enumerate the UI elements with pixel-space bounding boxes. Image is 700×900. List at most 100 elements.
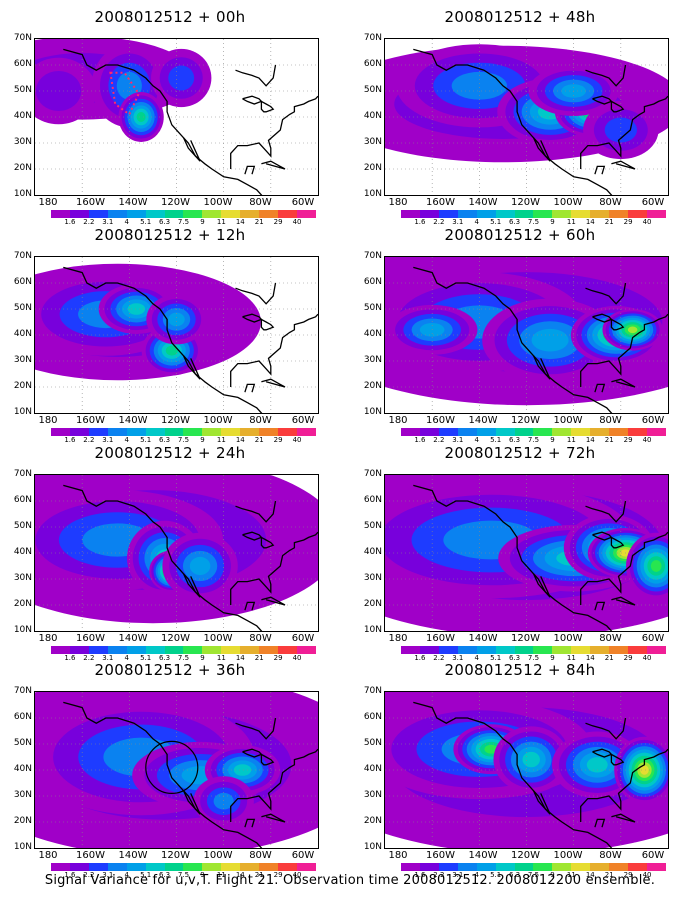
colorbar-swatch (107, 863, 127, 871)
colorbar-value: 3.1 (452, 436, 464, 444)
lon-tick-label: 140W (468, 415, 498, 426)
lon-tick-label: 120W (161, 197, 190, 208)
coastline (594, 383, 606, 393)
variance-contour (627, 326, 638, 334)
colorbar-swatch (107, 210, 127, 218)
colorbar-swatch (240, 428, 260, 436)
lon-tick-label: 140W (118, 633, 148, 644)
lon-tick-label: 80W (599, 633, 622, 644)
colorbar-value: 3.1 (452, 871, 464, 879)
colorbar-value: 5.1 (140, 654, 152, 662)
colorbar-value: 2.2 (83, 654, 95, 662)
colorbar-swatch (646, 428, 666, 436)
lat-tick-label: 70N (13, 33, 32, 43)
lon-tick-label: 100W (203, 197, 233, 208)
colorbar-value: 4 (124, 218, 129, 226)
coastline (580, 313, 668, 387)
colorbar-value: 6.3 (158, 871, 171, 879)
lon-tick-label: 80W (249, 197, 272, 208)
panel-title: 2008012512 + 84h (444, 661, 596, 679)
coastline (260, 753, 275, 766)
colorbar-swatch (552, 863, 572, 871)
colorbar-value: 6.3 (158, 218, 171, 226)
lat-tick-label: 40N (13, 329, 32, 339)
colorbar-value: 7.5 (527, 871, 540, 879)
colorbar-swatch (88, 210, 108, 218)
coastline (533, 573, 551, 598)
lat-tick-label: 30N (13, 137, 32, 147)
colorbar-value: 4 (124, 436, 129, 444)
colorbar-swatch (145, 428, 165, 436)
colorbar-value: 11 (566, 654, 576, 662)
lon-tick-label: 120W (511, 197, 540, 208)
variance-contour (116, 71, 142, 100)
colorbar-swatch (495, 863, 515, 871)
colorbar-swatch (221, 428, 241, 436)
lon-tick-label: 160W (76, 850, 105, 861)
colorbar-swatch (609, 646, 629, 654)
lon-tick-label: 140W (468, 850, 498, 861)
colorbar-swatch (552, 646, 572, 654)
colorbar-swatch (590, 210, 610, 218)
colorbar-value: 14 (585, 871, 595, 879)
colorbar-value: 7.5 (177, 218, 190, 226)
colorbar-swatch (609, 428, 629, 436)
map-panel: 2008012512 + 12h 70N 60N 50N 40N 30N 20N 10N 180… (0, 226, 340, 444)
coastline (261, 160, 286, 170)
colorbar-swatch (438, 863, 458, 871)
colorbar-value: 2.2 (83, 436, 95, 444)
colorbar-value: 1.6 (64, 436, 76, 444)
lat-tick-label: 10N (13, 842, 32, 852)
colorbar-value: 14 (235, 871, 245, 879)
coastline (244, 818, 256, 828)
lat-tick-label: 20N (13, 163, 32, 173)
colorbar-value: 29 (273, 218, 283, 226)
colorbar-value: 5.1 (490, 871, 502, 879)
lat-tick-label: 30N (363, 790, 382, 800)
colorbar-value: 7.5 (177, 436, 190, 444)
colorbar-value: 2.2 (83, 871, 95, 879)
colorbar-value: 6.3 (508, 436, 521, 444)
colorbar-value: 2.2 (433, 654, 445, 662)
colorbar-value: 14 (585, 218, 595, 226)
colorbar-swatch (401, 863, 420, 871)
panel-title: 2008012512 + 48h (444, 8, 596, 26)
lon-tick-label: 120W (511, 850, 540, 861)
coastline (260, 536, 275, 549)
colorbar-swatch (628, 428, 647, 436)
lat-tick-label: 60N (13, 495, 32, 505)
colorbar-swatch (590, 428, 610, 436)
lat-tick-label: 30N (363, 355, 382, 365)
variance-contour (213, 792, 234, 810)
lat-tick-label: 20N (363, 381, 382, 391)
colorbar-swatch (571, 210, 591, 218)
lon-tick-label: 80W (249, 415, 272, 426)
colorbar-value: 9 (550, 218, 555, 226)
lon-tick-label: 140W (468, 633, 498, 644)
coastline (610, 536, 625, 549)
colorbar-swatch (221, 646, 241, 654)
colorbar-swatch (552, 210, 572, 218)
lat-tick-label: 50N (363, 738, 382, 748)
coastline (235, 64, 277, 87)
colorbar-value: 4 (474, 218, 479, 226)
lat-tick-label: 60N (363, 277, 382, 287)
colorbar-value: 29 (623, 654, 633, 662)
lat-tick-label: 60N (363, 59, 382, 69)
coastline (585, 500, 627, 523)
colorbar-swatch (419, 863, 439, 871)
colorbar-value: 9 (200, 436, 205, 444)
colorbar-value: 29 (623, 218, 633, 226)
map-area (384, 38, 669, 196)
colorbar-labels: 1.6 2.2 3.1 4 5.1 6.3 7.5 9 11 14 21 29 40 (51, 871, 316, 881)
colorbar-swatch (240, 210, 260, 218)
variance-contour (165, 345, 178, 356)
variance-field (35, 692, 318, 848)
colorbar-swatch (476, 863, 496, 871)
coastline (610, 753, 625, 766)
lon-tick-label: 80W (249, 850, 272, 861)
colorbar-swatch (88, 646, 108, 654)
coastline (585, 717, 627, 740)
lon-tick-label: 160W (76, 197, 105, 208)
colorbar-value: 29 (273, 654, 283, 662)
